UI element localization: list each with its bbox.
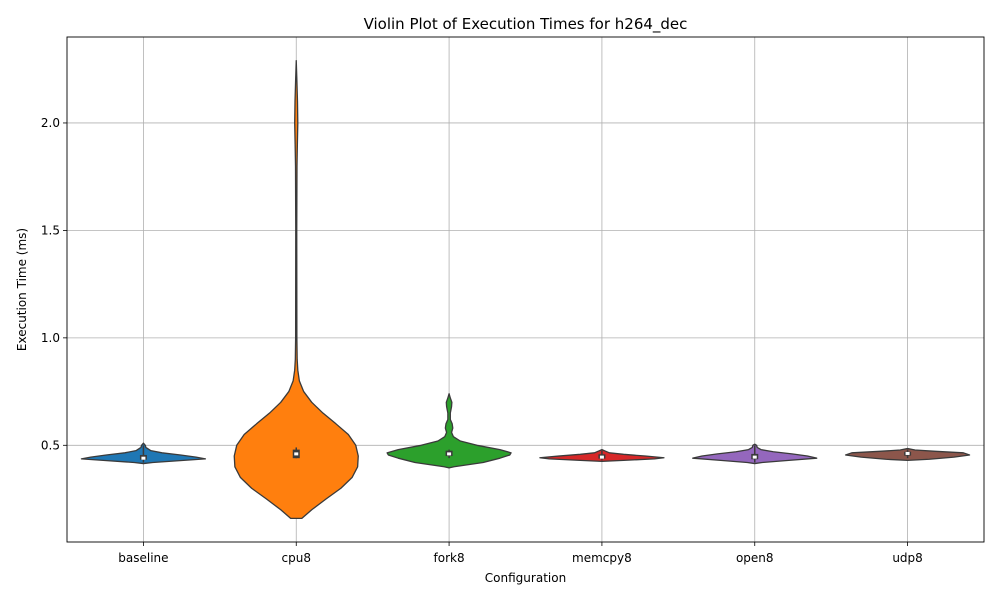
violin-cpu8 [233,59,359,520]
y-tick-label: 0.5 [41,438,60,452]
x-tick-label: open8 [736,551,774,565]
x-tick-label: fork8 [434,551,465,565]
median-marker-cpu8 [294,452,299,456]
chart-title: Violin Plot of Execution Times for h264_… [364,15,688,34]
median-marker-udp8 [905,451,910,455]
plot-frame [66,36,985,543]
median-marker-baseline [141,456,146,460]
y-axis: 0.5 1.0 1.5 2.0 [41,116,67,452]
y-tick-label: 1.5 [41,223,60,237]
median-marker-fork8 [447,452,452,456]
violins [80,59,971,520]
x-tick-label: cpu8 [282,551,311,565]
y-axis-label: Execution Time (ms) [15,228,29,351]
x-tick-label: memcpy8 [572,551,632,565]
x-tick-label: udp8 [892,551,922,565]
violin-fork8 [386,393,512,469]
y-tick-label: 1.0 [41,331,60,345]
x-tick-label: baseline [118,551,168,565]
x-axis-label: Configuration [485,571,566,585]
median-marker-memcpy8 [599,455,604,459]
median-marker-open8 [752,455,757,459]
grid [67,37,984,542]
x-axis: baseline cpu8 fork8 memcpy8 open8 udp8 [118,542,923,565]
y-tick-label: 2.0 [41,116,60,130]
